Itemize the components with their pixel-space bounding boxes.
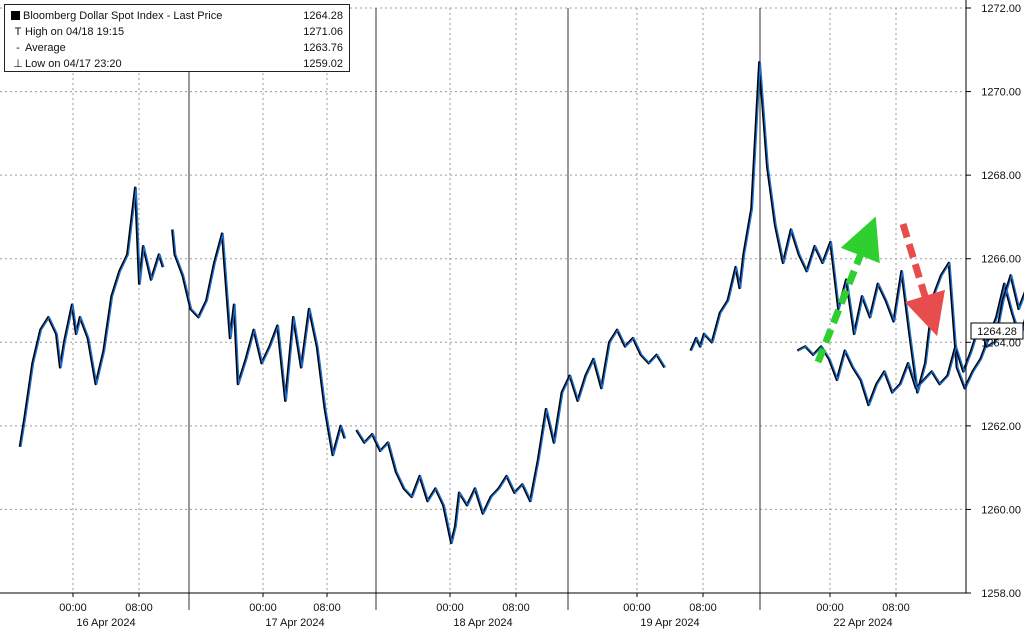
average-marker-icon: -	[16, 42, 20, 54]
legend-item-value: 1263.76	[303, 42, 343, 54]
series-shadow-line	[355, 328, 666, 545]
series-shadow-line	[18, 186, 165, 447]
legend-item-value: 1271.06	[303, 26, 343, 38]
x-axis: 00:00 08:00 00:00 08:00 00:00 08:00 00:00 08:00…	[0, 592, 966, 629]
day-label: 19 Apr 2024	[640, 617, 699, 629]
high-marker-icon: T	[14, 26, 22, 38]
day-label: 17 Apr 2024	[265, 617, 324, 629]
chart-grid	[0, 7, 966, 594]
legend-title-row: Bloomberg Dollar Spot Index - Last Price…	[11, 8, 343, 24]
low-marker-icon: ⊥	[13, 58, 23, 70]
x-tick-label: 00:00	[436, 602, 464, 614]
series-shadow-line	[796, 274, 1024, 407]
x-tick-label: 08:00	[125, 602, 153, 614]
x-tick-label: 00:00	[816, 602, 844, 614]
trend-arrows	[814, 216, 945, 364]
series-shadow-line	[689, 61, 1024, 394]
legend-item-value: 1259.02	[303, 58, 343, 70]
x-tick-label: 08:00	[689, 602, 717, 614]
y-tick-label: 1264.00	[981, 337, 1021, 349]
x-tick-label: 08:00	[313, 602, 341, 614]
x-tick-label: 00:00	[249, 602, 277, 614]
series-line	[798, 274, 1024, 406]
last-price-tag: 1264.28	[970, 322, 1024, 340]
legend-last-value: 1264.28	[303, 10, 343, 22]
day-label: 22 Apr 2024	[833, 617, 892, 629]
day-label: 16 Apr 2024	[76, 617, 135, 629]
day-label: 18 Apr 2024	[453, 617, 512, 629]
legend-item-label: High on 04/18 19:15	[25, 26, 125, 38]
y-tick-label: 1272.00	[981, 3, 1021, 15]
legend-item-average: - Average 1263.76	[11, 40, 343, 56]
legend-item-label: Average	[25, 42, 66, 54]
last-price-label: 1264.28	[977, 326, 1017, 338]
legend-item-label: Low on 04/17 23:20	[25, 58, 122, 70]
legend-title: Bloomberg Dollar Spot Index - Last Price	[23, 10, 223, 22]
series-shadow-line	[171, 229, 346, 457]
legend-item-high: T High on 04/18 19:15 1271.06	[11, 24, 343, 40]
legend-item-low: ⊥ Low on 04/17 23:20 1259.02	[11, 56, 343, 72]
y-tick-label: 1266.00	[981, 254, 1021, 266]
y-tick-label: 1262.00	[981, 421, 1021, 433]
series-swatch-icon	[11, 11, 20, 20]
x-tick-label: 00:00	[623, 602, 651, 614]
day-dividers	[188, 8, 761, 610]
x-tick-label: 00:00	[59, 602, 87, 614]
series-line	[20, 186, 165, 447]
y-tick-label: 1270.00	[981, 87, 1021, 99]
series-line	[690, 61, 1024, 394]
x-tick-label: 08:00	[882, 602, 910, 614]
x-tick-label: 08:00	[502, 602, 530, 614]
up-trend-arrow	[814, 216, 880, 364]
series-lines	[18, 61, 1024, 545]
chart-legend: Bloomberg Dollar Spot Index - Last Price…	[4, 4, 350, 72]
series-line	[172, 229, 347, 456]
y-tick-label: 1260.00	[981, 504, 1021, 516]
y-tick-label: 1258.00	[981, 588, 1021, 600]
series-line	[356, 329, 667, 544]
y-tick-label: 1268.00	[981, 170, 1021, 182]
down-trend-arrow	[899, 222, 945, 337]
y-axis: 1258.00 1260.00 1262.00 1264.00 1266.00 1268.…	[965, 0, 1021, 600]
